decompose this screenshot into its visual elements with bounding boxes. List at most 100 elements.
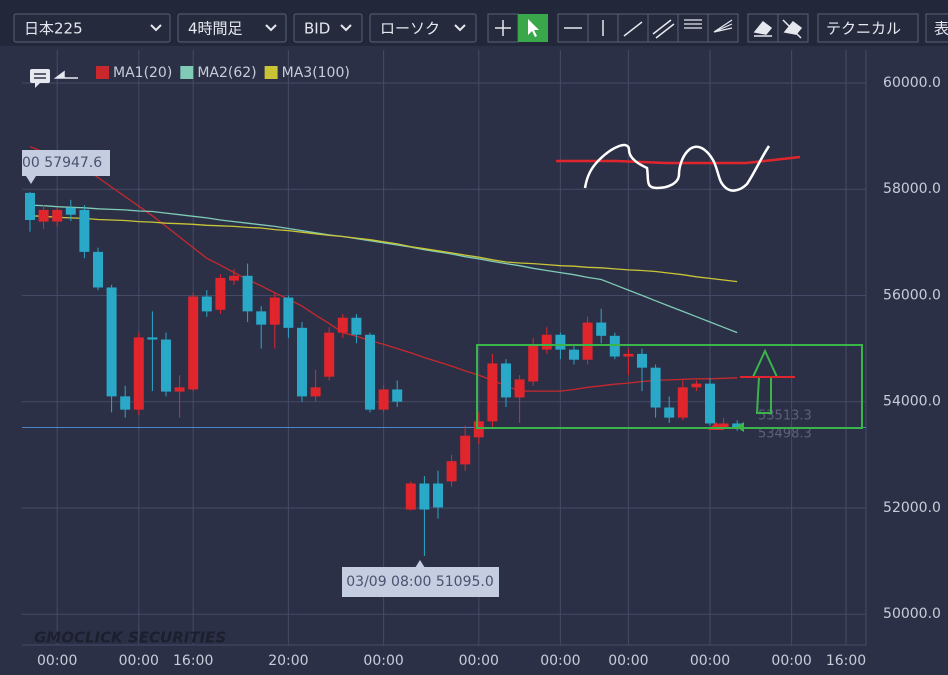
- crosshair-icon: [495, 20, 511, 36]
- candle-body: [201, 296, 212, 312]
- candle-body: [324, 332, 335, 377]
- y-tick-label: 52000.0: [883, 500, 941, 516]
- candle-body: [541, 334, 552, 350]
- candle-body: [419, 483, 430, 510]
- candle-body: [229, 275, 239, 281]
- high-label: 00 57947.6: [22, 155, 102, 171]
- candle-body: [147, 337, 158, 340]
- dropdown[interactable]: [369, 13, 477, 43]
- button[interactable]: [817, 13, 919, 43]
- chart-style-select[interactable]: ローソク: [369, 13, 477, 43]
- comment-tail: [35, 83, 40, 88]
- high-annotation: 00 57947.6: [22, 150, 110, 184]
- plot: 00 57947.6 03/09 08:00 51095.0 53513.3 5349…: [22, 146, 866, 597]
- label-box: [342, 567, 499, 597]
- candle-body: [487, 363, 498, 422]
- x-tick-label: 00:00: [459, 653, 499, 669]
- legend-label: MA3(100): [282, 65, 350, 81]
- candle-body: [93, 251, 103, 288]
- fan-icon: [713, 19, 733, 33]
- legend-icons: [30, 69, 78, 88]
- x-tick-label: 00:00: [608, 653, 648, 669]
- candle-body: [174, 387, 185, 392]
- candle-body: [650, 367, 661, 408]
- price-type-select[interactable]: BID: [293, 13, 363, 43]
- x-tick-label: 20:00: [268, 653, 308, 669]
- x-tick-label: 00:00: [37, 653, 77, 669]
- candle-body: [718, 423, 729, 428]
- x-tick-label: 16:00: [826, 653, 866, 669]
- ask-price-label: 53498.3: [758, 427, 812, 442]
- y-tick-label: 56000.0: [883, 287, 941, 303]
- candle-body: [378, 389, 389, 410]
- ma-line: [29, 215, 738, 283]
- candle-body: [79, 209, 90, 252]
- table-button[interactable]: 表: [925, 13, 948, 43]
- dropdown[interactable]: [293, 13, 363, 43]
- comment-lines: [34, 73, 46, 79]
- legend-label: MA2(62): [197, 65, 256, 81]
- chevron: [340, 24, 352, 32]
- button[interactable]: [925, 13, 948, 43]
- candle-body: [392, 389, 403, 402]
- candle-body: [52, 209, 63, 222]
- ma-line: [29, 204, 738, 334]
- x-tick-label: 00:00: [771, 653, 811, 669]
- candle-body: [65, 207, 76, 215]
- low-annotation: 03/09 08:00 51095.0: [342, 560, 499, 597]
- candle-body: [433, 483, 443, 508]
- candle-body: [664, 407, 675, 418]
- candle-body: [582, 322, 593, 360]
- user-drawings: [476, 143, 863, 429]
- candle-body: [256, 311, 267, 325]
- x-tick-label: 00:00: [540, 653, 580, 669]
- watermark: GMOCLICK SECURITIES: [34, 629, 226, 647]
- collapse-icon[interactable]: [53, 70, 78, 79]
- channel-button[interactable]: [647, 13, 679, 43]
- candle-body: [460, 435, 471, 465]
- chevron: [150, 24, 162, 32]
- price-type: BID: [304, 20, 330, 38]
- range-box: [476, 344, 863, 429]
- candle-body: [623, 353, 634, 357]
- candle-body: [297, 327, 307, 397]
- dropdown[interactable]: [177, 13, 287, 43]
- dropdown[interactable]: [13, 13, 171, 43]
- channel-icon: [652, 19, 675, 39]
- candle-body: [569, 349, 579, 360]
- candle-body: [528, 344, 539, 382]
- candle-body: [609, 335, 620, 357]
- candle-body: [677, 387, 688, 418]
- candle-body: [637, 353, 647, 368]
- candle-body: [501, 363, 511, 398]
- candle-body: [337, 317, 348, 333]
- erase-all-icon: [782, 19, 803, 39]
- symbol-select[interactable]: 日本225: [13, 13, 171, 43]
- candle-body: [705, 383, 715, 424]
- candle-body: [25, 192, 35, 220]
- candle-body: [38, 209, 49, 222]
- technical-button[interactable]: テクニカル: [817, 13, 919, 43]
- candle-body: [310, 387, 321, 397]
- trendline-button[interactable]: [617, 13, 649, 43]
- table: 表: [934, 20, 948, 38]
- candle-body: [133, 337, 144, 410]
- candle-body: [405, 483, 416, 510]
- legend-swatch: [264, 66, 278, 79]
- label-box: [22, 150, 110, 176]
- legend-swatch: [180, 66, 194, 79]
- candle-body: [106, 287, 117, 397]
- y-tick-label: 58000.0: [883, 181, 941, 197]
- timeframe: 4時間足: [188, 20, 243, 38]
- legend: MA1(20) MA2(62) MA3(100): [96, 65, 350, 81]
- candle-body: [446, 461, 457, 482]
- symbol: 日本225: [24, 20, 83, 38]
- chevron: [265, 24, 277, 32]
- comment-icon[interactable]: [30, 69, 50, 83]
- candle-body: [161, 339, 171, 392]
- candle-body: [351, 317, 362, 335]
- timeframe-select[interactable]: 4時間足: [177, 13, 287, 43]
- candle-body: [514, 379, 525, 398]
